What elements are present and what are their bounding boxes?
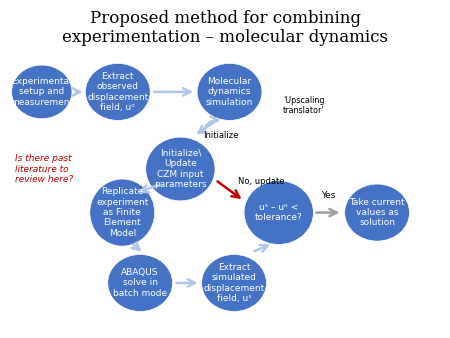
Text: 'Upscaling
translator': 'Upscaling translator' [283, 96, 325, 115]
Ellipse shape [12, 65, 72, 119]
Text: Initialize\
Update
CZM input
parameters: Initialize\ Update CZM input parameters [154, 149, 207, 189]
Text: No, update: No, update [238, 177, 285, 186]
Text: Extract
observed
displacement
field, uᵒ: Extract observed displacement field, uᵒ [87, 72, 148, 112]
Ellipse shape [202, 255, 266, 312]
Ellipse shape [197, 64, 262, 120]
Text: Take current
values as
solution: Take current values as solution [349, 198, 405, 227]
Ellipse shape [244, 181, 313, 244]
Text: Replicate
experiment
as Finite
Element
Model: Replicate experiment as Finite Element M… [96, 187, 148, 238]
Text: Extract
simulated
displacement
field, uˢ: Extract simulated displacement field, uˢ [203, 263, 265, 303]
Text: Yes: Yes [321, 191, 335, 200]
Ellipse shape [108, 255, 172, 312]
Ellipse shape [146, 137, 215, 201]
Ellipse shape [90, 179, 155, 246]
Text: Is there past
literature to
review here?: Is there past literature to review here? [15, 154, 73, 184]
Text: Experimental
setup and
measurement: Experimental setup and measurement [10, 77, 73, 107]
Text: Molecular
dynamics
simulation: Molecular dynamics simulation [206, 77, 253, 107]
Text: Proposed method for combining
experimentation – molecular dynamics: Proposed method for combining experiment… [62, 10, 388, 46]
Ellipse shape [345, 184, 410, 241]
Text: Initialize: Initialize [203, 131, 239, 141]
Text: uˢ – uᵒ <
tolerance?: uˢ – uᵒ < tolerance? [255, 203, 302, 222]
Ellipse shape [86, 64, 150, 120]
Text: ABAQUS
solve in
batch mode: ABAQUS solve in batch mode [113, 268, 167, 298]
